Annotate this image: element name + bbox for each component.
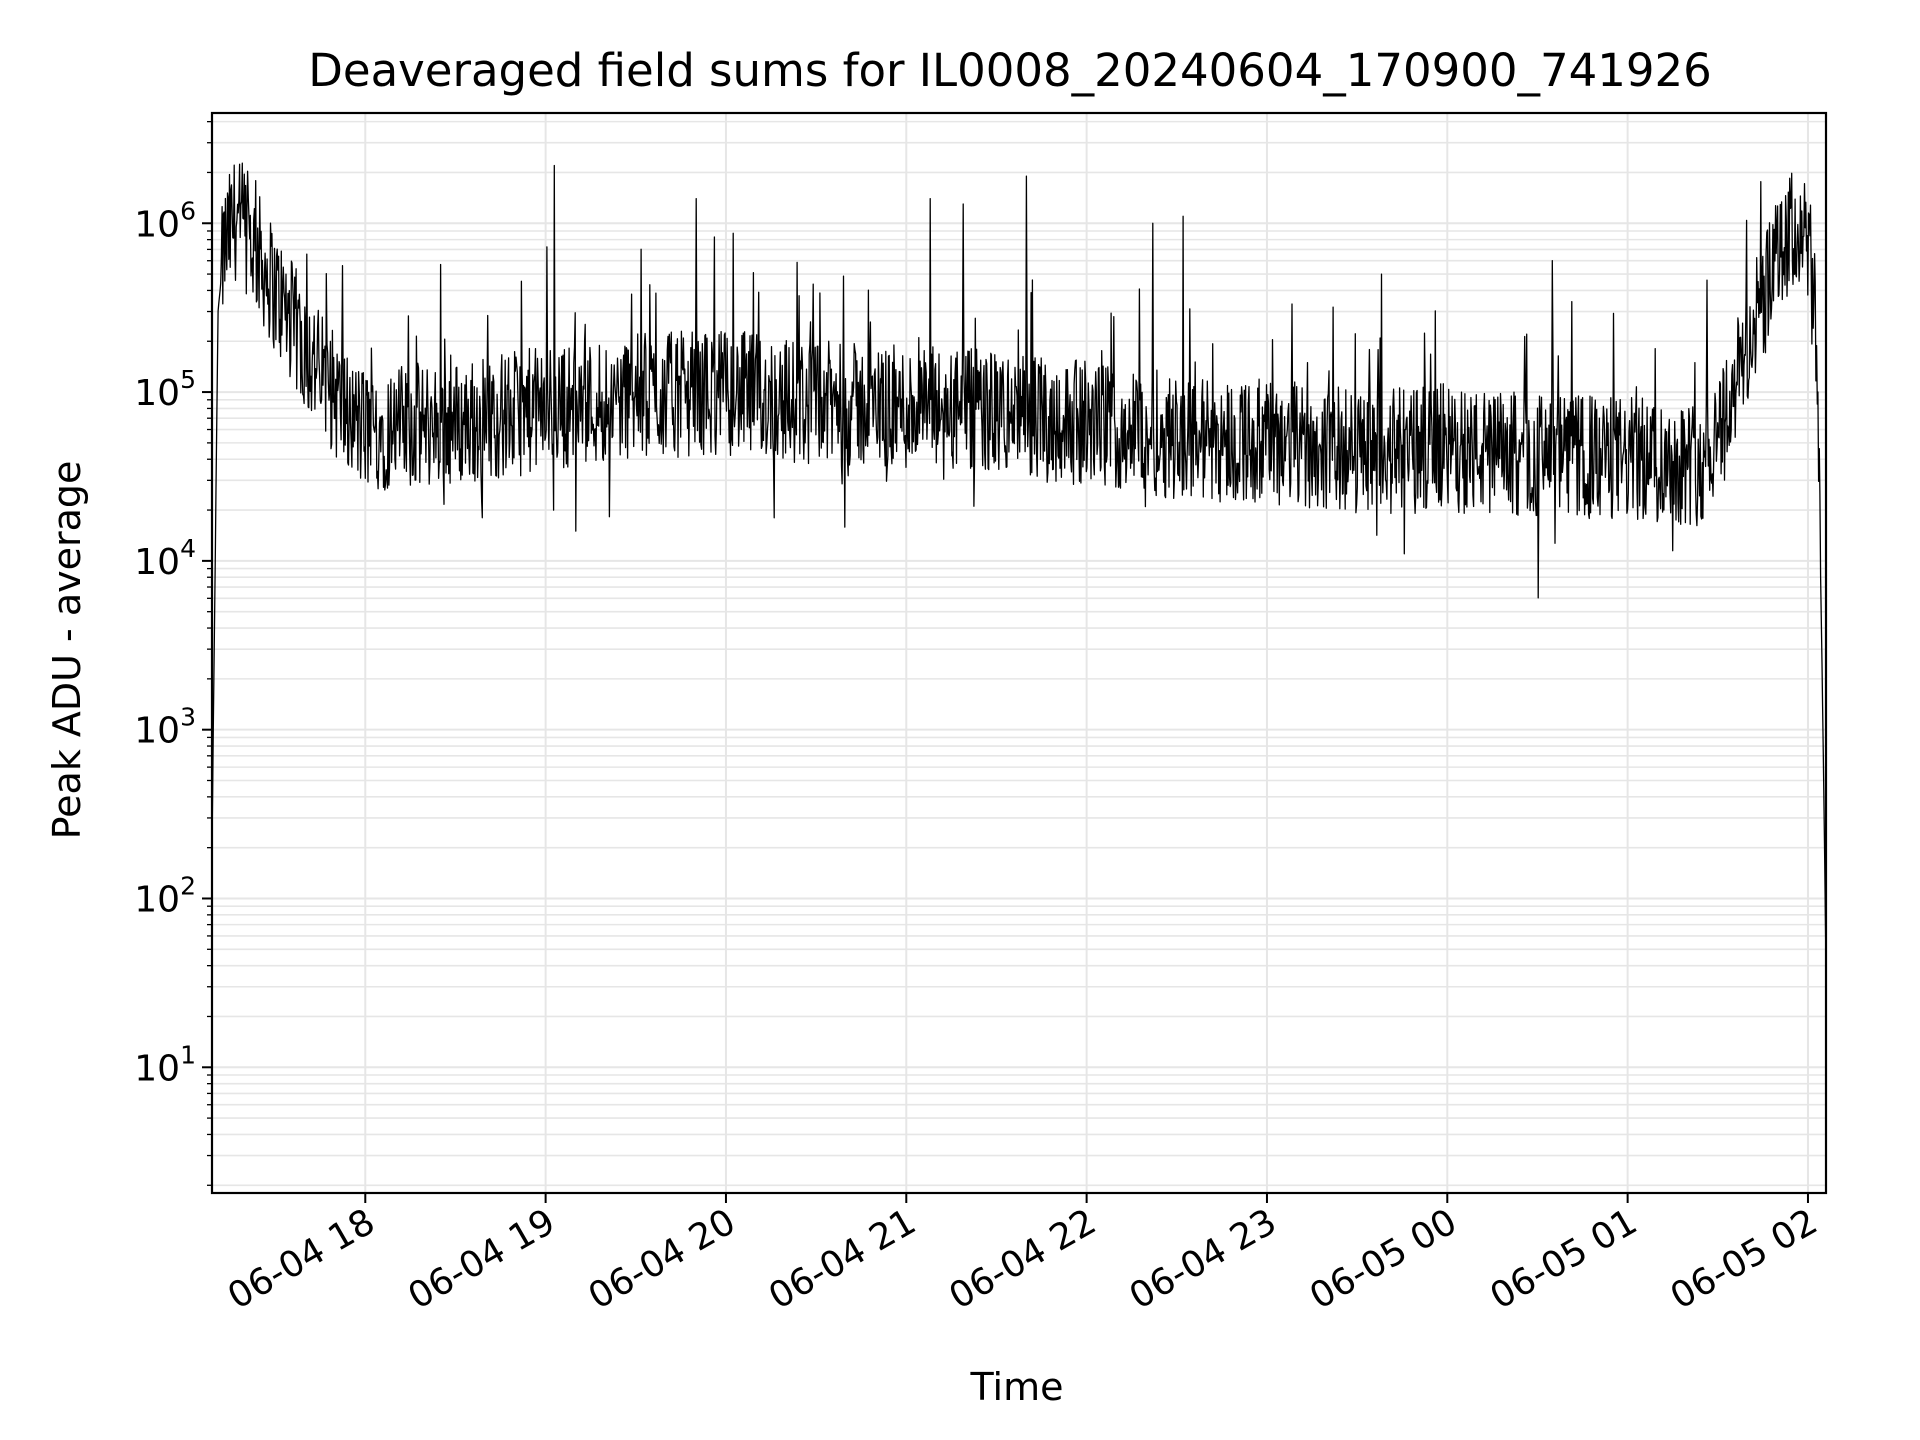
series-layer — [211, 162, 1827, 966]
series-line — [211, 162, 1827, 966]
chart-title: Deaveraged field sums for IL0008_2024060… — [308, 44, 1712, 97]
y-tick-label: 102 — [134, 871, 196, 920]
plot-frame — [210, 111, 1828, 1195]
minor-gridlines — [212, 120, 1826, 1187]
y-tick-label: 106 — [134, 196, 196, 245]
y-axis-label: Peak ADU - average — [45, 461, 89, 840]
y-tick-label: 105 — [134, 365, 196, 414]
y-tick-label: 101 — [134, 1040, 196, 1089]
y-tick-label: 104 — [134, 534, 196, 583]
x-axis-label: Time — [970, 1365, 1064, 1409]
y-tick-label: 103 — [134, 703, 196, 752]
